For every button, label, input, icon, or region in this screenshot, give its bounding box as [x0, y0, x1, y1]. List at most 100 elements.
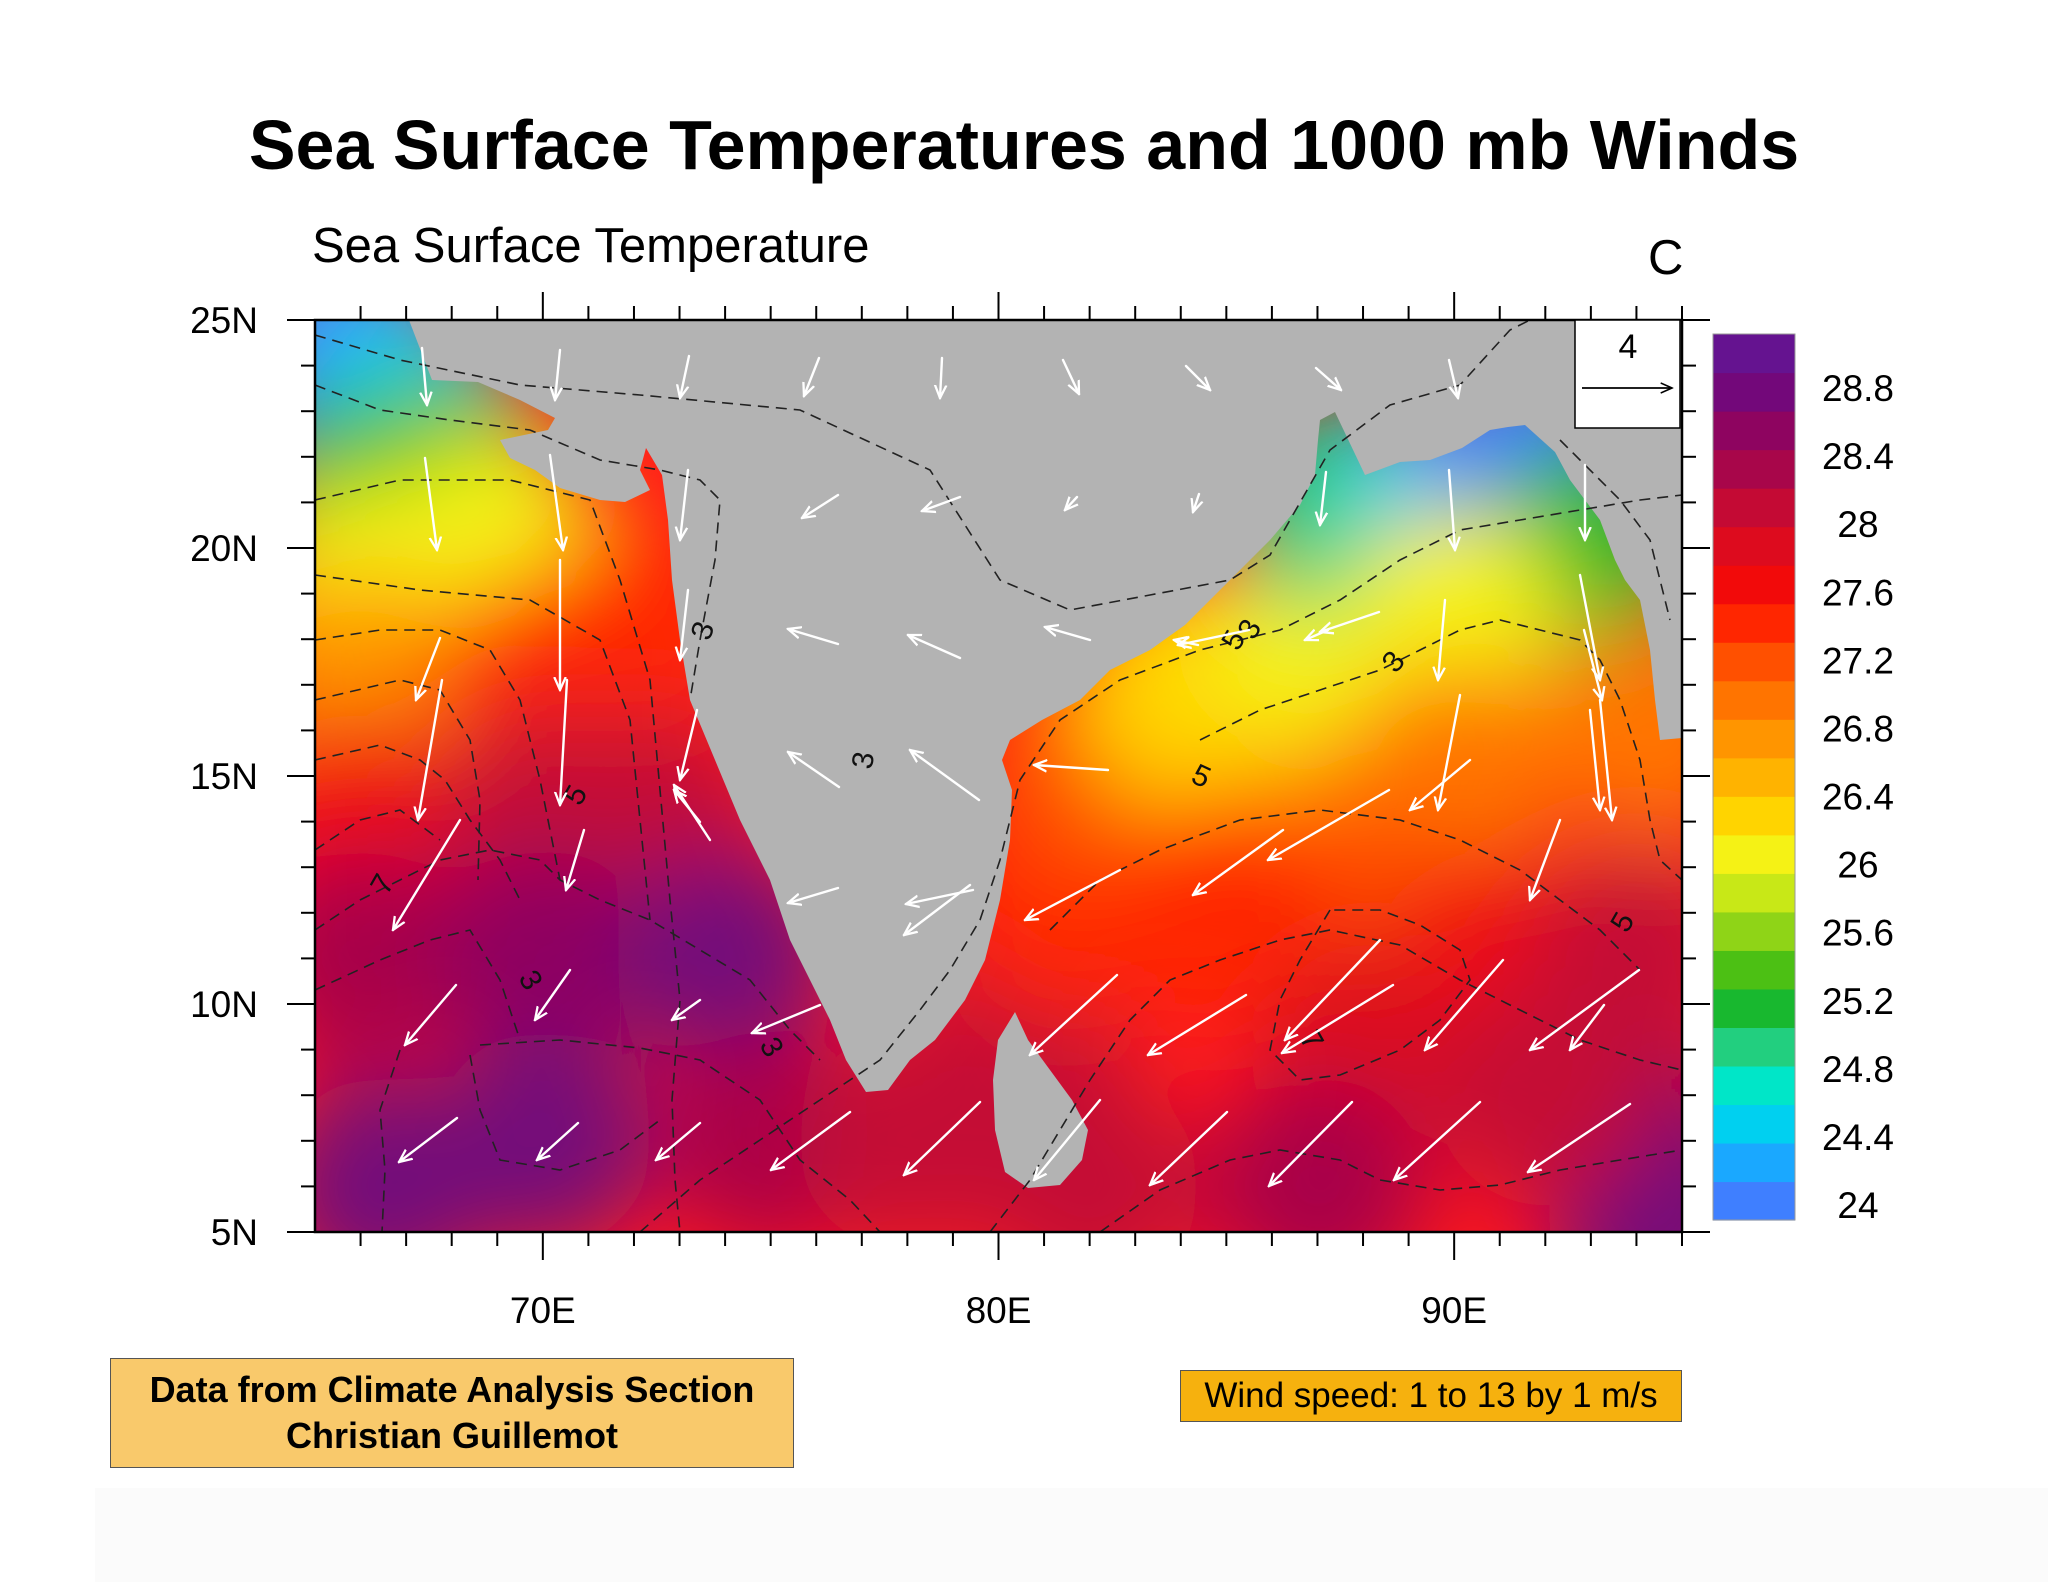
reference-vector-label: 4: [1619, 328, 1638, 366]
wind-vector: [910, 750, 981, 802]
wind-vector: [672, 998, 702, 1020]
wind-vector: [537, 1121, 580, 1160]
wind-vector: [1184, 364, 1210, 390]
colorbar-band: [1713, 988, 1795, 1028]
colorbar-label: 25.6: [1822, 913, 1894, 954]
wind-vector: [1438, 693, 1462, 810]
colorbar-band: [1713, 796, 1795, 836]
wind-vector: [416, 636, 442, 700]
y-tick-label: 25N: [190, 300, 258, 341]
colorbar-band: [1713, 411, 1795, 451]
wind-vector: [1282, 983, 1395, 1053]
colorbar-label: 28.8: [1822, 368, 1894, 409]
units-label: C: [1648, 231, 1684, 285]
wind-vectors: [393, 346, 1641, 1186]
credit-line-2: Christian Guillemot: [285, 1415, 619, 1456]
wind-vector: [788, 886, 840, 903]
wind-vector: [1528, 1102, 1632, 1172]
colorbar-band: [1713, 1065, 1795, 1106]
wind-vector: [1578, 573, 1600, 680]
sst-sample-31: [1549, 620, 1682, 841]
sst-sample-38: [1207, 1076, 1428, 1232]
colorbar-band: [1713, 680, 1795, 720]
colorbar-label: 27.2: [1822, 640, 1894, 681]
wind-speed-legend: Wind speed: 1 to 13 by 1 m/s: [1180, 1370, 1682, 1422]
colorbar-label: 28: [1837, 504, 1878, 545]
credit-line-1: Data from Climate Analysis Section: [149, 1369, 755, 1410]
colorbar-band: [1713, 449, 1795, 489]
wind-vector: [1150, 1110, 1229, 1185]
colorbar-label: 26.8: [1822, 708, 1894, 749]
wind-vector: [788, 629, 840, 646]
wind-vector: [1598, 698, 1612, 820]
wind-vector: [399, 1116, 459, 1162]
wind-vector: [1268, 788, 1391, 860]
wind-vector: [1148, 993, 1248, 1055]
colorbar-label: 26: [1837, 845, 1878, 886]
wind-vector: [680, 588, 690, 660]
colorbar-band: [1713, 873, 1795, 913]
colorbar-band: [1713, 1142, 1795, 1183]
wind-vector: [423, 456, 437, 550]
sst-sample-41: [1435, 985, 1656, 1206]
colorbar: 28.8 28.4 28 27.6 27.2 26.8 26.4 26 25.6 25.2 24.8…: [1712, 333, 1894, 1226]
wind-vector: [1320, 610, 1381, 632]
colorbar-label: 24: [1837, 1185, 1878, 1226]
contour-label: 3: [846, 749, 881, 771]
wind-vector: [566, 828, 586, 890]
footer-band: [95, 1488, 2048, 1582]
wind-vector: [680, 468, 690, 540]
wind-vector: [1061, 358, 1079, 394]
wind-vector: [548, 453, 563, 550]
colorbar-label: 24.8: [1822, 1049, 1894, 1090]
map-title: Sea Surface Temperatures and 1000 mb Win…: [248, 106, 1800, 184]
data-source-credit: Data from Climate Analysis Section Chris…: [110, 1358, 794, 1468]
wind-vector: [1030, 973, 1119, 1055]
colorbar-band: [1713, 1027, 1795, 1067]
colorbar-band: [1713, 334, 1795, 374]
colorbar-band: [1713, 526, 1795, 566]
wind-vector: [752, 1003, 822, 1033]
wind-vector: [656, 1121, 702, 1160]
axis-ticks: [287, 292, 1710, 1260]
wind-vector: [1193, 492, 1199, 512]
wind-vector: [802, 493, 840, 518]
wind-vector: [1588, 708, 1600, 810]
colorbar-band: [1713, 834, 1795, 874]
wind-vector: [1447, 358, 1458, 398]
wind-vector: [405, 983, 458, 1045]
field-subtitle: Sea Surface Temperature: [312, 219, 870, 273]
wind-vector: [1269, 1100, 1354, 1186]
wind-vector: [904, 1100, 982, 1175]
wind-vector: [1530, 968, 1641, 1050]
wind-vector: [1410, 758, 1472, 810]
wind-vector: [418, 678, 444, 820]
wind-vector: [788, 752, 841, 789]
y-tick-label: 5N: [211, 1212, 258, 1253]
colorbar-band: [1713, 372, 1795, 412]
y-tick-label: 10N: [190, 984, 258, 1025]
axis-labels: 70E 80E 90E 25N 20N 15N 10N 5N: [190, 300, 1487, 1331]
wind-vector: [1045, 627, 1092, 642]
colorbar-band: [1713, 911, 1795, 951]
y-tick-label: 20N: [190, 528, 258, 569]
wind-vector: [922, 495, 962, 511]
x-tick-label: 90E: [1421, 1290, 1487, 1331]
wind-vector: [1425, 958, 1505, 1050]
wind-vector: [1193, 828, 1285, 895]
wind-vector: [1582, 628, 1602, 700]
wind-vector: [804, 356, 821, 396]
colorbar-label: 28.4: [1822, 436, 1894, 477]
reference-vector-box: 4: [1574, 319, 1681, 429]
wind-vector: [1394, 1100, 1482, 1180]
wind-vector: [1449, 468, 1455, 550]
wind-vector: [555, 348, 560, 400]
wind-vector: [422, 346, 427, 405]
colorbar-band: [1713, 950, 1795, 990]
y-tick-label: 15N: [190, 756, 258, 797]
colorbar-band: [1713, 488, 1795, 528]
colorbar-label: 27.6: [1822, 572, 1894, 613]
colorbar-band: [1713, 1181, 1795, 1221]
colorbar-label: 24.4: [1822, 1117, 1894, 1158]
